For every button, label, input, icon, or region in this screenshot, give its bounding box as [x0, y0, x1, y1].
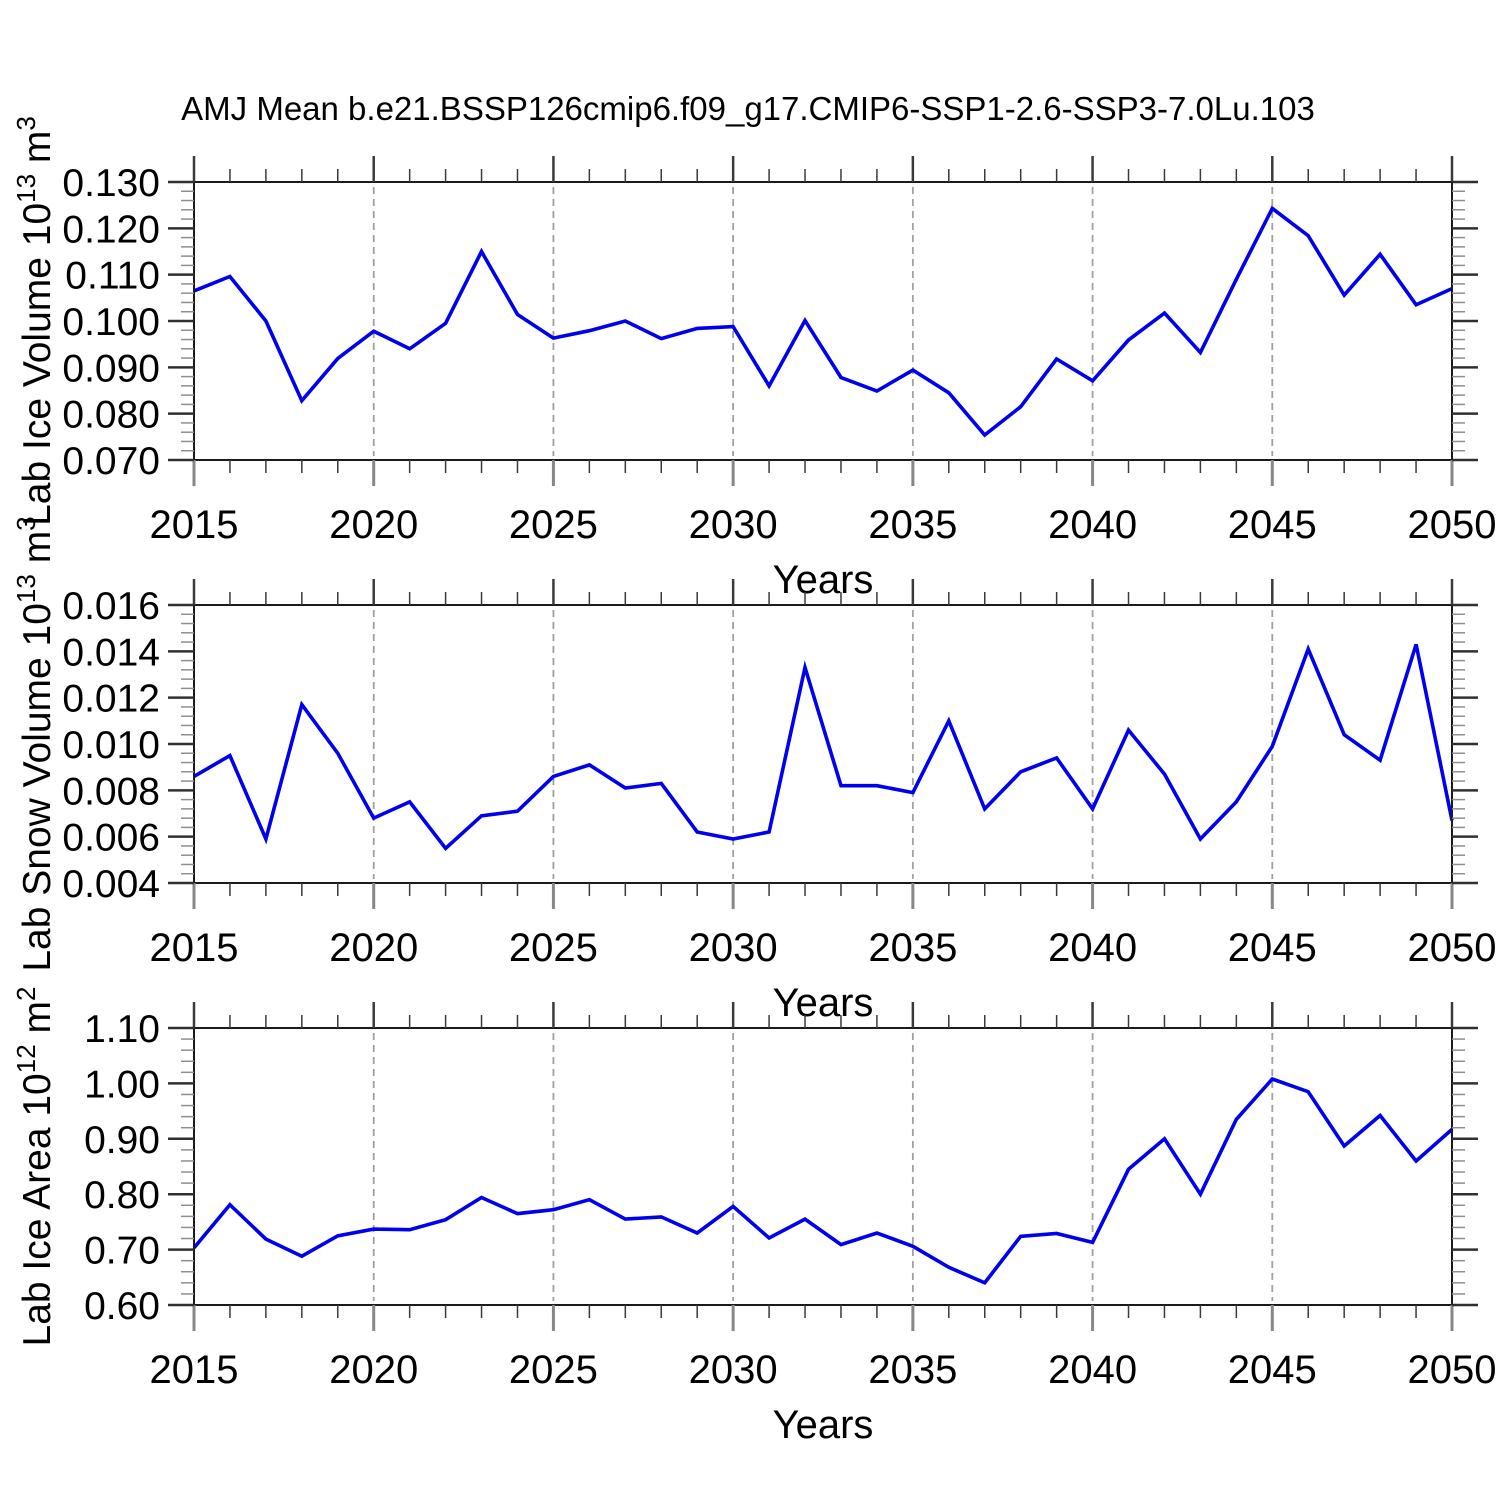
x-tick-label: 2045 — [1228, 503, 1317, 547]
y-tick-label: 0.120 — [62, 208, 160, 251]
x-tick-label: 2020 — [329, 926, 418, 970]
y-tick-label: 0.080 — [62, 394, 160, 437]
x-tick-label: 2040 — [1048, 1348, 1137, 1392]
x-axis-title: Years — [773, 981, 874, 1025]
y-tick-label: 0.90 — [84, 1119, 160, 1162]
x-tick-label: 2015 — [150, 503, 239, 547]
x-axis-title: Years — [773, 558, 874, 602]
x-tick-label: 2025 — [509, 926, 598, 970]
x-tick-label: 2035 — [868, 1348, 957, 1392]
x-tick-label: 2015 — [150, 926, 239, 970]
y-tick-label: 0.008 — [62, 770, 160, 813]
axis-frame — [193, 604, 1453, 884]
panel-lab-ice-area: 0.60 0.70 0.80 0.90 1.00 1.10 2015 2020 2025 2030… — [11, 987, 1496, 1447]
data-line — [193, 643, 1454, 851]
x-tick-label: 2050 — [1408, 503, 1497, 547]
x-tick-label: 2020 — [329, 503, 418, 547]
x-tick-label: 2015 — [150, 1348, 239, 1392]
axis-frame — [193, 1027, 1453, 1306]
x-tick-label: 2035 — [868, 503, 957, 547]
x-tick-label: 2045 — [1228, 1348, 1317, 1392]
y-tick-label: 0.016 — [62, 585, 160, 628]
y-tick-label: 0.090 — [62, 347, 160, 390]
y-axis-title: Lab Ice Area 1012 m2 — [11, 987, 59, 1347]
y-tick-label: 0.012 — [62, 678, 160, 721]
y-tick-label: 0.004 — [62, 863, 160, 906]
x-tick-label: 2020 — [329, 1348, 418, 1392]
x-tick-label: 2040 — [1048, 503, 1137, 547]
x-tick-label: 2040 — [1048, 926, 1137, 970]
y-tick-label: 0.006 — [62, 817, 160, 860]
y-tick-label: 1.10 — [84, 1008, 160, 1051]
x-tick-label: 2030 — [689, 926, 778, 970]
y-tick-label: 0.130 — [62, 162, 160, 205]
y-tick-label: 0.110 — [65, 255, 160, 298]
y-tick-label: 0.014 — [62, 631, 160, 674]
x-tick-label: 2050 — [1408, 926, 1497, 970]
y-axis-title: Lab Snow Volume 1013 m3 — [11, 516, 59, 971]
x-tick-label: 2050 — [1408, 1348, 1497, 1392]
y-tick-label: 0.60 — [84, 1285, 160, 1328]
data-line — [193, 205, 1453, 438]
x-tick-label: 2035 — [868, 926, 957, 970]
x-tick-label: 2025 — [509, 1348, 598, 1392]
x-tick-label: 2030 — [689, 503, 778, 547]
y-tick-label: 0.80 — [84, 1174, 160, 1217]
data-line — [192, 1076, 1454, 1286]
chart-title: AMJ Mean b.e21.BSSP126cmip6.f09_g17.CMIP… — [181, 90, 1315, 127]
x-tick-label: 2025 — [509, 503, 598, 547]
y-tick-label: 0.070 — [62, 440, 160, 483]
x-axis-title: Years — [773, 1403, 874, 1447]
x-tick-label: 2045 — [1228, 926, 1317, 970]
x-tick-label: 2030 — [689, 1348, 778, 1392]
y-tick-label: 0.70 — [84, 1230, 160, 1273]
y-tick-label: 0.010 — [62, 724, 160, 767]
y-tick-label: 1.00 — [84, 1063, 160, 1106]
y-tick-label: 0.100 — [62, 301, 160, 344]
y-axis-title: Lab Ice Volume 1013 m3 — [11, 116, 59, 526]
